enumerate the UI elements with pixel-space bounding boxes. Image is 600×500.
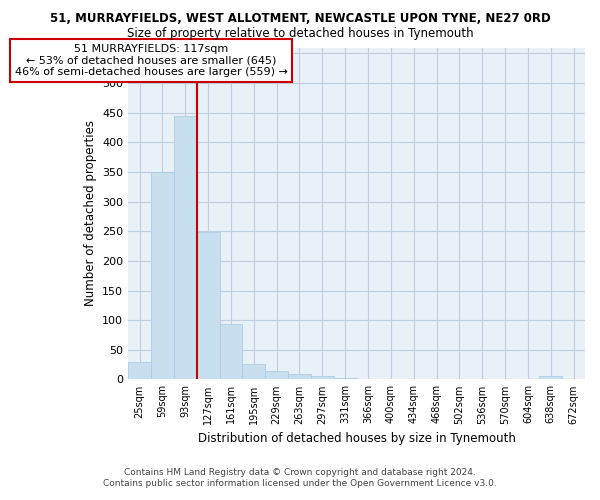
Bar (265, 370, 288, 380)
Bar (197, 232, 220, 380)
Bar (242, 364, 265, 380)
Bar (311, 376, 334, 380)
Text: Contains HM Land Registry data © Crown copyright and database right 2024.
Contai: Contains HM Land Registry data © Crown c… (103, 468, 497, 487)
Bar (220, 324, 242, 380)
Bar (334, 378, 356, 380)
Bar (288, 374, 311, 380)
Text: 51 MURRAYFIELDS: 117sqm
← 53% of detached houses are smaller (645)
46% of semi-d: 51 MURRAYFIELDS: 117sqm ← 53% of detache… (14, 44, 287, 77)
Bar (174, 116, 197, 380)
X-axis label: Distribution of detached houses by size in Tynemouth: Distribution of detached houses by size … (197, 432, 515, 445)
Bar (128, 362, 151, 380)
Y-axis label: Number of detached properties: Number of detached properties (83, 120, 97, 306)
Bar (151, 172, 174, 380)
Text: Size of property relative to detached houses in Tynemouth: Size of property relative to detached ho… (127, 28, 473, 40)
Bar (539, 376, 562, 380)
Text: 51, MURRAYFIELDS, WEST ALLOTMENT, NEWCASTLE UPON TYNE, NE27 0RD: 51, MURRAYFIELDS, WEST ALLOTMENT, NEWCAS… (50, 12, 550, 26)
